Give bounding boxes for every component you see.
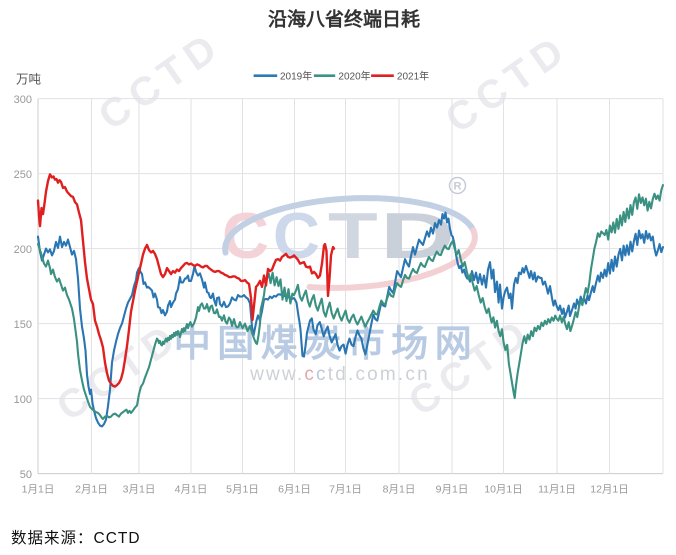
svg-text:万吨: 万吨 <box>16 73 42 87</box>
svg-text:50: 50 <box>20 469 32 481</box>
svg-text:12月1日: 12月1日 <box>590 484 629 496</box>
svg-text:www.cctd.com.cn: www.cctd.com.cn <box>249 364 430 385</box>
svg-text:6月1日: 6月1日 <box>278 484 311 496</box>
svg-text:2019年: 2019年 <box>280 70 312 83</box>
svg-text:10月1日: 10月1日 <box>484 484 523 496</box>
svg-text:2021年: 2021年 <box>397 70 429 83</box>
svg-text:200: 200 <box>14 244 32 256</box>
svg-text:5月1日: 5月1日 <box>226 484 259 496</box>
svg-text:4月1日: 4月1日 <box>175 484 208 496</box>
svg-text:R: R <box>454 181 462 193</box>
svg-text:沿海八省终端日耗: 沿海八省终端日耗 <box>268 8 420 31</box>
svg-text:9月1日: 9月1日 <box>436 484 469 496</box>
svg-text:250: 250 <box>14 169 32 181</box>
svg-text:100: 100 <box>14 394 32 406</box>
svg-text:300: 300 <box>14 94 32 106</box>
svg-text:11月1日: 11月1日 <box>538 484 576 496</box>
svg-text:7月1日: 7月1日 <box>329 484 362 496</box>
svg-text:8月1日: 8月1日 <box>383 484 416 496</box>
svg-text:2月1日: 2月1日 <box>75 484 108 496</box>
svg-text:2020年: 2020年 <box>338 70 370 83</box>
svg-text:3月1日: 3月1日 <box>123 484 156 496</box>
svg-text:T: T <box>328 199 378 272</box>
svg-text:数据来源：CCTD: 数据来源：CCTD <box>11 529 141 547</box>
svg-text:150: 150 <box>14 319 32 331</box>
svg-text:1月1日: 1月1日 <box>22 484 55 496</box>
